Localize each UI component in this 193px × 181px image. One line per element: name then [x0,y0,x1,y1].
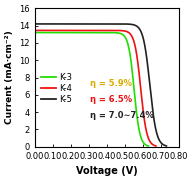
X-axis label: Voltage (V): Voltage (V) [76,166,138,176]
Legend: K-3, K-4, K-5: K-3, K-4, K-5 [41,73,72,104]
Text: η = 5.9%: η = 5.9% [90,79,132,88]
Text: η = 7.0∼7.4%: η = 7.0∼7.4% [90,111,153,120]
Text: η = 6.5%: η = 6.5% [90,95,132,104]
Y-axis label: Current (mA·cm⁻²): Current (mA·cm⁻²) [5,31,14,124]
